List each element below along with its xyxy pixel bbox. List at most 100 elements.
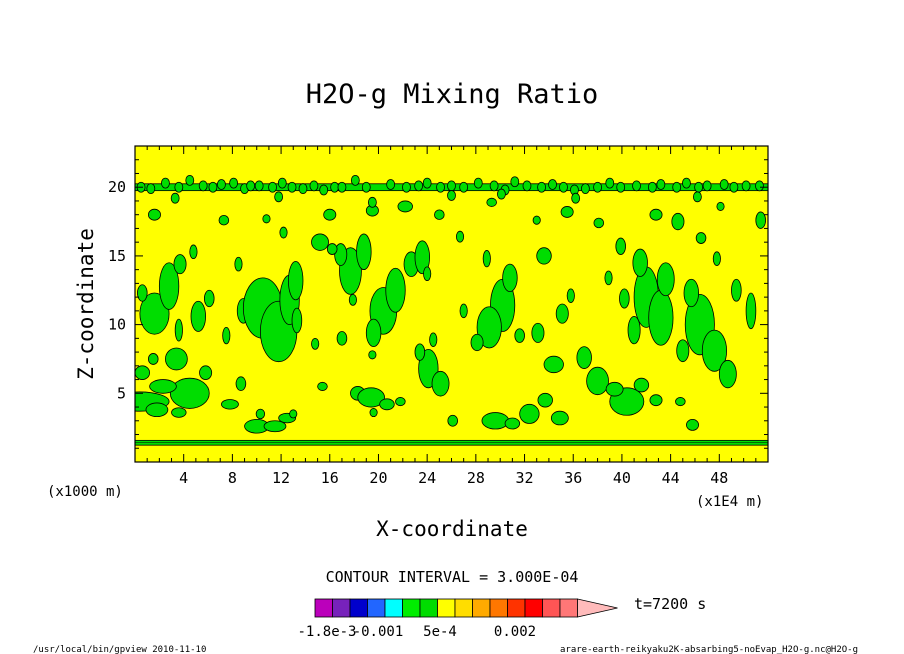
field-patch <box>555 303 569 324</box>
field-patch <box>221 399 239 410</box>
field-patch <box>683 278 700 308</box>
field-patch <box>482 250 491 268</box>
field-patch <box>397 200 413 213</box>
field-patch <box>423 266 432 282</box>
field-patch <box>165 347 188 371</box>
x-tick-label: 44 <box>662 469 680 487</box>
field-spot <box>185 174 195 186</box>
field-patch <box>369 408 378 418</box>
field-patch <box>676 339 690 363</box>
x-tick-label: 32 <box>516 469 534 487</box>
x-unit-left-label: (x1000 m) <box>47 484 123 500</box>
field-patch <box>139 292 170 335</box>
field-patch <box>255 408 266 420</box>
colorbar-swatch <box>454 598 473 618</box>
field-patch <box>560 206 574 218</box>
field-patch <box>171 407 187 418</box>
colorbar-swatch <box>524 598 543 618</box>
field-spot <box>402 181 411 193</box>
x-axis-ticks: 4 8 12 16 20 24 28 32 36 40 44 48 <box>146 146 757 487</box>
field-patch <box>357 387 385 408</box>
field-patch <box>455 230 465 243</box>
field-patch <box>414 343 426 361</box>
field-patch <box>326 243 338 255</box>
field-patch <box>135 365 151 380</box>
field-patch <box>263 420 287 433</box>
field-patch <box>712 251 721 266</box>
field-spot <box>436 181 445 193</box>
colorbar-swatch <box>384 598 403 618</box>
colorbar-swatch <box>402 598 421 618</box>
field-patch <box>414 240 430 275</box>
y-tick-label: 5 <box>117 384 126 402</box>
field-patch <box>632 248 648 277</box>
field-spot <box>386 179 396 190</box>
x-unit-right-label: (x1E4 m) <box>696 494 763 510</box>
field-spot <box>217 179 226 190</box>
field-patch <box>745 292 757 330</box>
field-spot <box>414 180 424 192</box>
colorbar-swatch <box>437 598 456 618</box>
field-spot <box>741 180 751 192</box>
field-patch <box>429 332 438 347</box>
field-spot <box>170 192 180 204</box>
x-tick-label: 36 <box>564 469 582 487</box>
x-tick-label: 40 <box>613 469 631 487</box>
x-tick-label: 28 <box>467 469 485 487</box>
field-spot <box>702 180 712 192</box>
field-patch <box>649 208 663 221</box>
field-patch <box>514 328 525 343</box>
field-patch <box>701 329 728 372</box>
field-patch <box>605 381 624 397</box>
field-patch <box>222 326 231 345</box>
x-tick-label: 12 <box>272 469 290 487</box>
field-patch <box>158 262 180 310</box>
field-patch <box>604 270 613 286</box>
field-spot <box>422 177 432 189</box>
field-patch <box>218 214 230 226</box>
x-axis-label: X-coordinate <box>376 517 528 541</box>
time-label: t=7200 s <box>634 595 706 613</box>
field-spot <box>337 181 347 193</box>
field-patch <box>174 318 183 342</box>
field-spot <box>146 183 156 194</box>
field-patch <box>459 303 468 319</box>
field-patch <box>235 376 247 391</box>
field-spot <box>330 181 340 193</box>
field-spot <box>581 183 590 194</box>
field-patch <box>648 289 674 346</box>
x-tick-label: 48 <box>710 469 728 487</box>
field-patch <box>199 365 213 380</box>
field-spot <box>497 188 506 200</box>
field-patch <box>334 243 348 266</box>
field-patch <box>287 261 304 301</box>
x-tick-label: 16 <box>321 469 339 487</box>
field-spot <box>682 177 691 189</box>
field-spot <box>522 180 532 192</box>
field-patch <box>718 359 737 389</box>
colorbar-label: 5e-4 <box>423 624 457 640</box>
colorbar-swatch <box>559 598 578 618</box>
colorbar-swatch <box>542 598 561 618</box>
field-patch <box>169 377 210 409</box>
y-tick-label: 20 <box>108 178 126 196</box>
colorbar-swatch <box>332 598 351 618</box>
field-patch <box>149 379 177 394</box>
field-patch <box>532 215 541 225</box>
field-spot <box>319 184 329 196</box>
field-spot <box>350 174 360 186</box>
x-tick-label: 8 <box>228 469 237 487</box>
field-patch <box>234 256 243 272</box>
field-spot <box>694 181 704 193</box>
x-tick-label: 24 <box>418 469 436 487</box>
field-spot <box>571 192 581 204</box>
field-patch <box>189 244 198 260</box>
field-spot <box>755 180 764 192</box>
colorbar-label: -1.8e-3 <box>297 624 356 640</box>
field-patch <box>695 232 707 244</box>
field-spot <box>246 180 256 192</box>
field-patch <box>289 409 298 419</box>
field-spot <box>268 181 277 193</box>
field-patch <box>317 381 328 391</box>
